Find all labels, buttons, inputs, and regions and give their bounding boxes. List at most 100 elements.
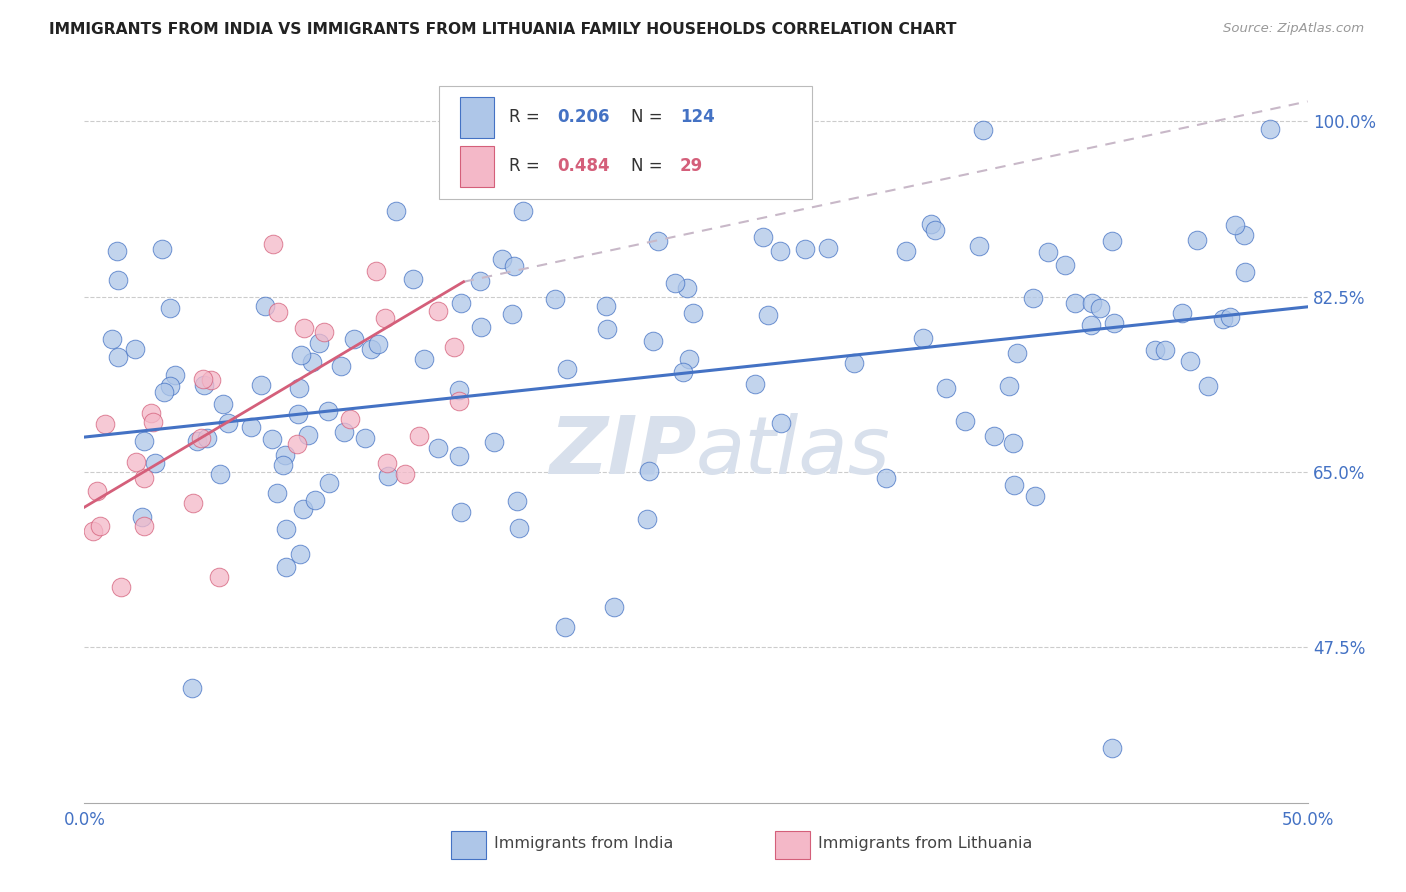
Point [377,469,399,483]
Point [935,381,957,395]
Point [316,404,339,418]
Point [752,230,775,244]
Point [250,378,273,392]
Point [554,620,576,634]
Point [107,351,129,365]
Text: 124: 124 [681,109,714,127]
Point [200,373,222,387]
Point [385,204,408,219]
Point [450,296,472,310]
Point [132,471,155,485]
Point [364,264,387,278]
Point [503,259,526,273]
Point [603,600,626,615]
Point [911,331,934,345]
Point [89,518,111,533]
Point [1223,218,1246,232]
Point [402,271,425,285]
Point [758,308,780,322]
Point [636,512,658,526]
Text: N =: N = [631,109,668,127]
Text: 0.484: 0.484 [558,158,610,176]
Point [82,524,104,538]
Point [152,242,174,256]
Point [491,252,513,266]
Text: ZIP: ZIP [548,413,696,491]
Point [333,425,356,440]
Point [374,311,396,326]
Point [768,244,790,259]
Point [375,456,398,470]
Point [1234,265,1257,279]
Point [101,332,124,346]
Point [817,241,839,255]
Point [125,455,148,469]
Point [449,449,471,463]
Point [470,319,492,334]
Point [208,570,231,584]
Point [301,355,323,369]
Point [1185,233,1208,247]
Point [163,368,186,383]
Point [131,510,153,524]
Point [443,340,465,354]
Point [1002,436,1025,450]
Point [1233,228,1256,243]
Point [427,441,450,455]
Point [93,417,115,431]
Point [394,467,416,481]
Point [641,334,664,348]
Point [274,448,297,462]
Point [360,342,382,356]
Point [308,335,330,350]
Point [1081,295,1104,310]
Point [449,394,471,409]
Point [972,123,994,137]
Point [1171,306,1194,320]
Point [953,414,976,428]
Text: Immigrants from Lithuania: Immigrants from Lithuania [818,836,1032,851]
Point [1101,740,1123,755]
Point [159,301,181,315]
Bar [460,97,494,137]
Point [191,372,214,386]
Point [470,275,492,289]
Point [1212,312,1234,326]
Point [1178,354,1201,368]
Point [267,305,290,319]
Point [142,415,165,429]
Point [314,326,336,340]
Point [139,405,162,419]
Point [682,305,704,319]
Point [1144,343,1167,357]
Point [678,352,700,367]
Point [287,381,309,395]
Point [285,437,308,451]
Point [924,223,946,237]
Point [110,580,132,594]
Bar [460,146,494,186]
Point [920,217,942,231]
Point [290,348,312,362]
Point [676,281,699,295]
Point [253,299,276,313]
Point [555,362,578,376]
Point [426,304,449,318]
Point [1197,379,1219,393]
Point [983,429,1005,443]
Point [287,407,309,421]
Point [408,428,430,442]
Point [596,322,619,336]
Point [672,365,695,379]
Point [211,397,233,411]
Point [997,379,1019,393]
Point [260,432,283,446]
Point [304,492,326,507]
Point [1005,345,1028,359]
Point [195,431,218,445]
Point [153,384,176,399]
Point [894,244,917,259]
Point [239,420,262,434]
Text: atlas: atlas [696,413,891,491]
Point [413,351,436,366]
